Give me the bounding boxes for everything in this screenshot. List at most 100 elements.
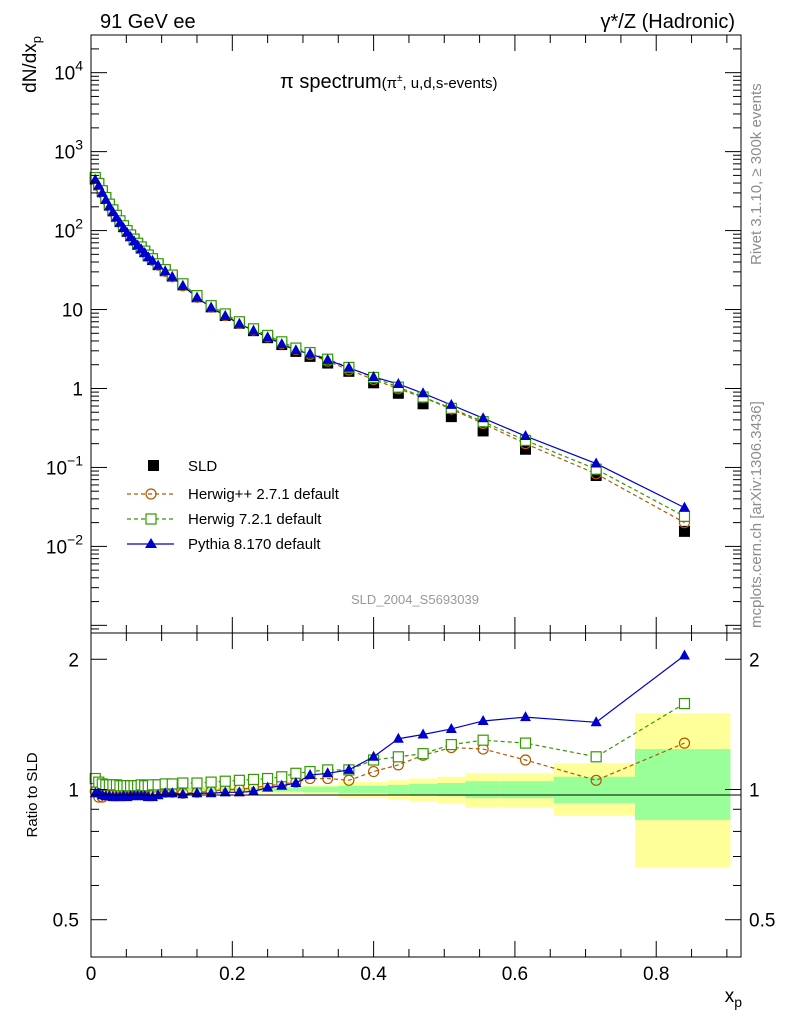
ratio-point-pythia-33	[392, 732, 404, 743]
ratio-point-herwig7-24	[233, 774, 245, 786]
ratio-point-herwig7-25	[247, 773, 260, 786]
main-point-sld-34	[417, 398, 429, 410]
main-point-pythia-32	[368, 370, 380, 381]
main-point-pythia-21	[191, 291, 203, 302]
ratio-point-herwig7-39	[678, 697, 691, 710]
main-y-axis-title-text: dN/dx	[20, 43, 41, 93]
ratio-point-pythia-20	[177, 788, 189, 799]
x-axis-title: xp	[725, 986, 743, 1010]
ratio-point-herwig7-21	[191, 777, 203, 789]
ratio-y-tick-label: 1	[68, 780, 79, 801]
ratio-band-inner-5	[408, 783, 438, 796]
ratio-band-inner-9	[553, 776, 636, 804]
ratio-point-herwigpp-37	[519, 754, 532, 766]
main-y-tick-label-exp: 3	[75, 137, 83, 153]
ratio-point-herwig7-34	[417, 748, 429, 760]
header-process-suffix: (Hadronic)	[642, 11, 735, 33]
plot-title-sub: (π	[382, 75, 397, 92]
ratio-series-layer	[89, 649, 691, 803]
ratio-point-pythia-27	[276, 779, 288, 790]
plot-title-sup: ±	[397, 73, 403, 84]
plot-title-main: π spectrum	[280, 71, 382, 93]
main-y-tick-label: 103	[54, 137, 83, 164]
ratio-point-herwig7-36	[477, 734, 489, 746]
main-point-pythia-19	[166, 270, 178, 281]
main-line-herwigpp	[94, 179, 685, 524]
main-point-pythia-34	[417, 387, 429, 398]
header-energy: 91 GeV ee	[100, 11, 196, 33]
main-y-tick-label: 10	[62, 301, 83, 322]
ratio-band-inner-10	[635, 749, 731, 821]
legend-marker-sld	[148, 460, 159, 471]
main-y-tick-label-exp: 4	[75, 58, 83, 74]
ratio-y-tick-label-right: 0.5	[749, 911, 775, 932]
main-point-pythia-33	[392, 377, 404, 388]
ratio-point-herwig7-37	[519, 737, 532, 749]
ratio-point-herwigpp-38	[590, 774, 602, 786]
ratio-y-tick-label-right: 1	[749, 780, 760, 801]
main-point-pythia-35	[445, 398, 457, 409]
main-point-sld-39	[678, 525, 690, 537]
x-tick-label: 0	[86, 964, 97, 985]
main-y-tick-label-exp: −2	[67, 531, 83, 547]
header-process: γ*/Z (Hadronic)	[601, 11, 735, 33]
main-point-pythia-39	[678, 501, 690, 512]
ratio-point-herwig7-23	[219, 775, 231, 787]
main-point-herwig7-39	[678, 510, 691, 522]
legend-marker-herwig7	[145, 513, 157, 525]
main-y-tick-label-base: 10	[54, 143, 75, 164]
main-y-tick-label: 10−2	[46, 531, 83, 558]
main-y-tick-label-base: 10	[54, 64, 75, 85]
ratio-band-inner-4	[387, 784, 409, 795]
header-process-prefix: γ*/Z	[601, 11, 637, 33]
ratio-point-pythia-31	[343, 763, 355, 774]
main-y-tick-label-exp: −1	[67, 452, 83, 468]
ratio-point-pythia-23	[219, 786, 231, 797]
main-series-layer	[89, 171, 691, 537]
ratio-y-tick-label: 2	[68, 650, 79, 671]
main-point-pythia-31	[343, 361, 355, 372]
ratio-y-ticks: 0.5 0.5 1 1 2 2	[53, 650, 776, 931]
main-point-pythia-18	[159, 265, 171, 276]
ratio-band-inner-7	[465, 781, 501, 799]
ratio-y-tick-label-right: 2	[749, 650, 760, 671]
ratio-point-pythia-34	[417, 728, 429, 739]
ratio-y-tick-label: 0.5	[53, 911, 79, 932]
main-y-tick-label: 102	[54, 216, 83, 243]
main-y-tick-label-base: 10	[46, 458, 67, 479]
main-y-tick-label: 10−1	[46, 452, 83, 479]
main-point-pythia-16	[146, 254, 158, 265]
ratio-point-herwig7-22	[205, 776, 217, 788]
legend-label-herwigpp: Herwig++ 2.7.1 default	[188, 486, 340, 503]
ratio-point-herwig7-38	[590, 751, 602, 763]
main-point-pythia-37	[520, 430, 532, 441]
legend-marker-pythia	[145, 538, 157, 548]
main-point-pythia-23	[219, 309, 231, 320]
ratio-point-pythia-28	[290, 777, 302, 788]
ratio-point-pythia-26	[262, 781, 274, 792]
x-axis-title-subscript: p	[734, 994, 742, 1010]
x-tick-label: 0.8	[643, 964, 669, 985]
main-y-tick-label-base: 10	[46, 537, 67, 558]
legend-label-pythia: Pythia 8.170 default	[188, 536, 321, 553]
ratio-point-pythia-24	[233, 786, 245, 797]
main-point-sld-35	[445, 411, 457, 423]
ratio-point-pythia-38	[590, 716, 602, 727]
ratio-y-axis-title: Ratio to SLD	[24, 752, 41, 837]
main-point-pythia-29	[304, 347, 316, 358]
ratio-point-herwigpp-32	[368, 765, 380, 778]
ratio-band-inner-6	[437, 783, 466, 797]
x-tick-label: 0.2	[219, 964, 245, 985]
main-point-pythia-3	[100, 193, 112, 204]
analysis-id: SLD_2004_S5693039	[351, 592, 479, 607]
main-point-sld-38	[590, 470, 602, 482]
main-point-pythia-27	[276, 338, 288, 349]
main-point-pythia-25	[248, 324, 259, 335]
ratio-point-pythia-35	[445, 722, 457, 733]
plot-title-rest: , u,d,s-events)	[402, 75, 497, 92]
rivet-label: Rivet 3.1.10, ≥ 300k events	[748, 83, 765, 265]
main-y-axis-title-subscript: p	[29, 36, 44, 43]
main-y-tick-label-exp: 2	[75, 216, 83, 232]
ratio-point-pythia-37	[520, 711, 532, 722]
ratio-band-inner-3	[338, 785, 388, 794]
